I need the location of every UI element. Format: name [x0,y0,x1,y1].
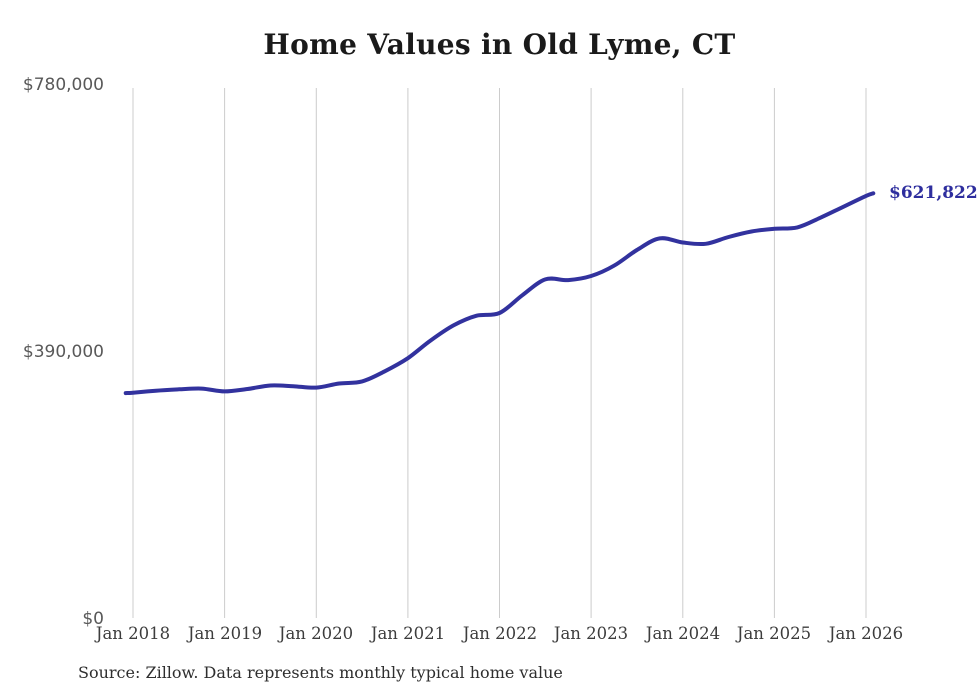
x-tick-jan-2020: Jan 2020 [278,624,354,643]
source-note: Source: Zillow. Data represents monthly … [78,663,563,682]
x-tick-jan-2026: Jan 2026 [828,624,904,643]
chart-title: Home Values in Old Lyme, CT [263,28,736,61]
x-tick-jan-2023: Jan 2023 [553,624,629,643]
y-tick-390000: $390,000 [22,342,104,362]
y-tick-780000: $780,000 [22,75,104,95]
latest-value-label: $621,822 [889,183,978,203]
x-tick-jan-2024: Jan 2024 [645,624,721,643]
x-tick-jan-2019: Jan 2019 [187,624,263,643]
gridlines [132,88,867,618]
home-value-line [123,191,876,396]
x-tick-jan-2021: Jan 2021 [370,624,446,643]
x-tick-jan-2018: Jan 2018 [95,624,171,643]
x-tick-jan-2025: Jan 2025 [736,624,812,643]
y-tick-0: $0 [82,609,104,629]
x-tick-jan-2022: Jan 2022 [462,624,538,643]
